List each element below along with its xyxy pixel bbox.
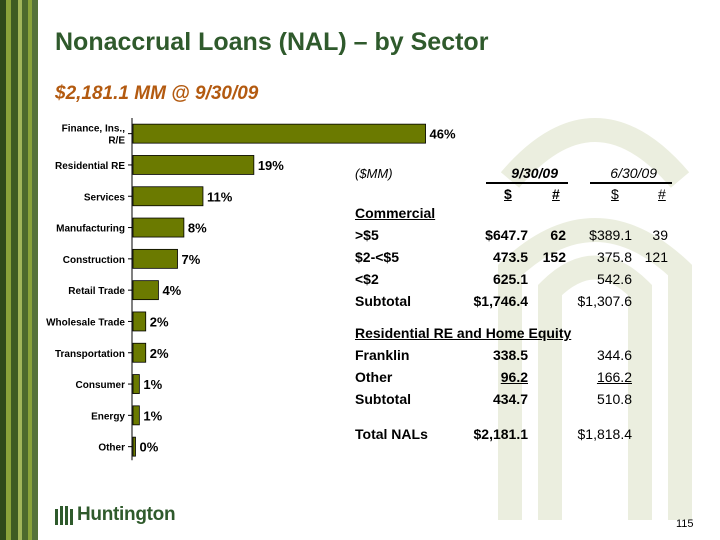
huntington-logo: Huntington (55, 504, 176, 526)
chart-data-label: 1% (143, 377, 162, 392)
row-p1-count: 152 (542, 249, 566, 265)
chart-data-label: 0% (140, 440, 159, 455)
unit-label: ($MM) (355, 166, 393, 181)
chart-category-label: Other (98, 443, 125, 454)
p1-count-header: # (552, 186, 560, 202)
chart-category-label: Energy (91, 411, 125, 422)
row-p2-amount: 510.8 (596, 391, 632, 407)
row-p2-amount: 166.2 (596, 369, 632, 385)
row-label: Subtotal (355, 293, 411, 309)
chart-category-label: Construction (63, 255, 125, 266)
chart-bar (132, 311, 147, 332)
row-p2-count: 121 (644, 249, 668, 265)
chart-category-label: Manufacturing (56, 224, 125, 235)
row-p2-amount: 542.6 (596, 271, 632, 287)
total-p1-amount: $2,181.1 (473, 426, 529, 442)
chart-data-label: 7% (182, 252, 201, 267)
chart-bar (132, 374, 140, 394)
chart-category-label: Retail Trade (68, 286, 125, 297)
row-p1-amount: 434.7 (492, 391, 528, 407)
p2-count-header: # (658, 186, 666, 202)
chart-category-label: Finance, Ins., R/E (62, 124, 126, 147)
watermark-logo-icon (498, 118, 692, 520)
chart-bar (132, 123, 426, 144)
chart-category-label: Transportation (55, 349, 125, 360)
row-label: Subtotal (355, 391, 411, 407)
chart-bar (132, 217, 185, 238)
chart-data-label: 2% (150, 314, 169, 329)
chart-data-label: 1% (143, 408, 162, 423)
row-p2-amount: 375.8 (596, 249, 632, 265)
row-p2-amount: $1,307.6 (577, 293, 633, 309)
left-stripes (0, 0, 38, 540)
chart-data-label: 46% (430, 127, 456, 142)
total-p2-amount: $1,818.4 (577, 426, 633, 442)
chart-bar (132, 248, 178, 269)
chart-bar (132, 280, 159, 301)
chart-data-label: 2% (150, 346, 169, 361)
chart-bar (132, 155, 255, 175)
chart-bar (132, 342, 147, 363)
row-p1-amount: 338.5 (492, 347, 528, 363)
chart-data-label: 4% (162, 283, 181, 298)
row-label: >$5 (355, 227, 379, 243)
row-p1-amount: 625.1 (492, 271, 528, 287)
p2-dollar-header: $ (611, 186, 619, 202)
total-label: Total NALs (355, 426, 428, 442)
row-label: Other (355, 369, 393, 385)
row-p2-amount: 344.6 (596, 347, 632, 363)
chart-category-label: Consumer (76, 380, 126, 391)
period2-underline (590, 182, 672, 184)
page-number: 115 (676, 518, 694, 530)
row-p1-amount: $647.7 (485, 227, 528, 243)
section-header-commercial: Commercial (355, 205, 436, 221)
chart-bar (132, 186, 204, 207)
period1-underline (486, 182, 568, 184)
logo-wordmark: Huntington (77, 504, 176, 525)
period2-header: 6/30/09 (610, 165, 657, 181)
row-p1-amount: $1,746.4 (473, 293, 529, 309)
row-p1-amount: 473.5 (492, 249, 528, 265)
page-subtitle: $2,181.1 MM @ 9/30/09 (55, 83, 259, 104)
row-p2-count: 39 (652, 227, 668, 243)
chart-data-label: 19% (258, 158, 284, 173)
row-label: <$2 (355, 271, 379, 287)
chart-data-label: 8% (188, 221, 207, 236)
row-label: Franklin (355, 347, 410, 363)
huntington-logo-icon (55, 506, 73, 525)
chart-category-label: Wholesale Trade (46, 317, 125, 328)
chart-category-label: Residential RE (55, 161, 125, 172)
chart-data-label: 11% (207, 189, 233, 204)
chart-bar (132, 436, 136, 457)
chart-category-label: Services (84, 192, 126, 203)
row-p1-amount: 96.2 (500, 369, 528, 385)
period1-header: 9/30/09 (511, 165, 558, 181)
row-label: $2-<$5 (355, 249, 399, 265)
row-p1-count: 62 (550, 227, 566, 243)
page-title: Nonaccrual Loans (NAL) – by Sector (55, 28, 489, 56)
chart-bar (132, 405, 140, 426)
section-header-residential: Residential RE and Home Equity (355, 325, 572, 341)
row-p2-amount: $389.1 (589, 227, 632, 243)
p1-dollar-header: $ (504, 186, 512, 202)
